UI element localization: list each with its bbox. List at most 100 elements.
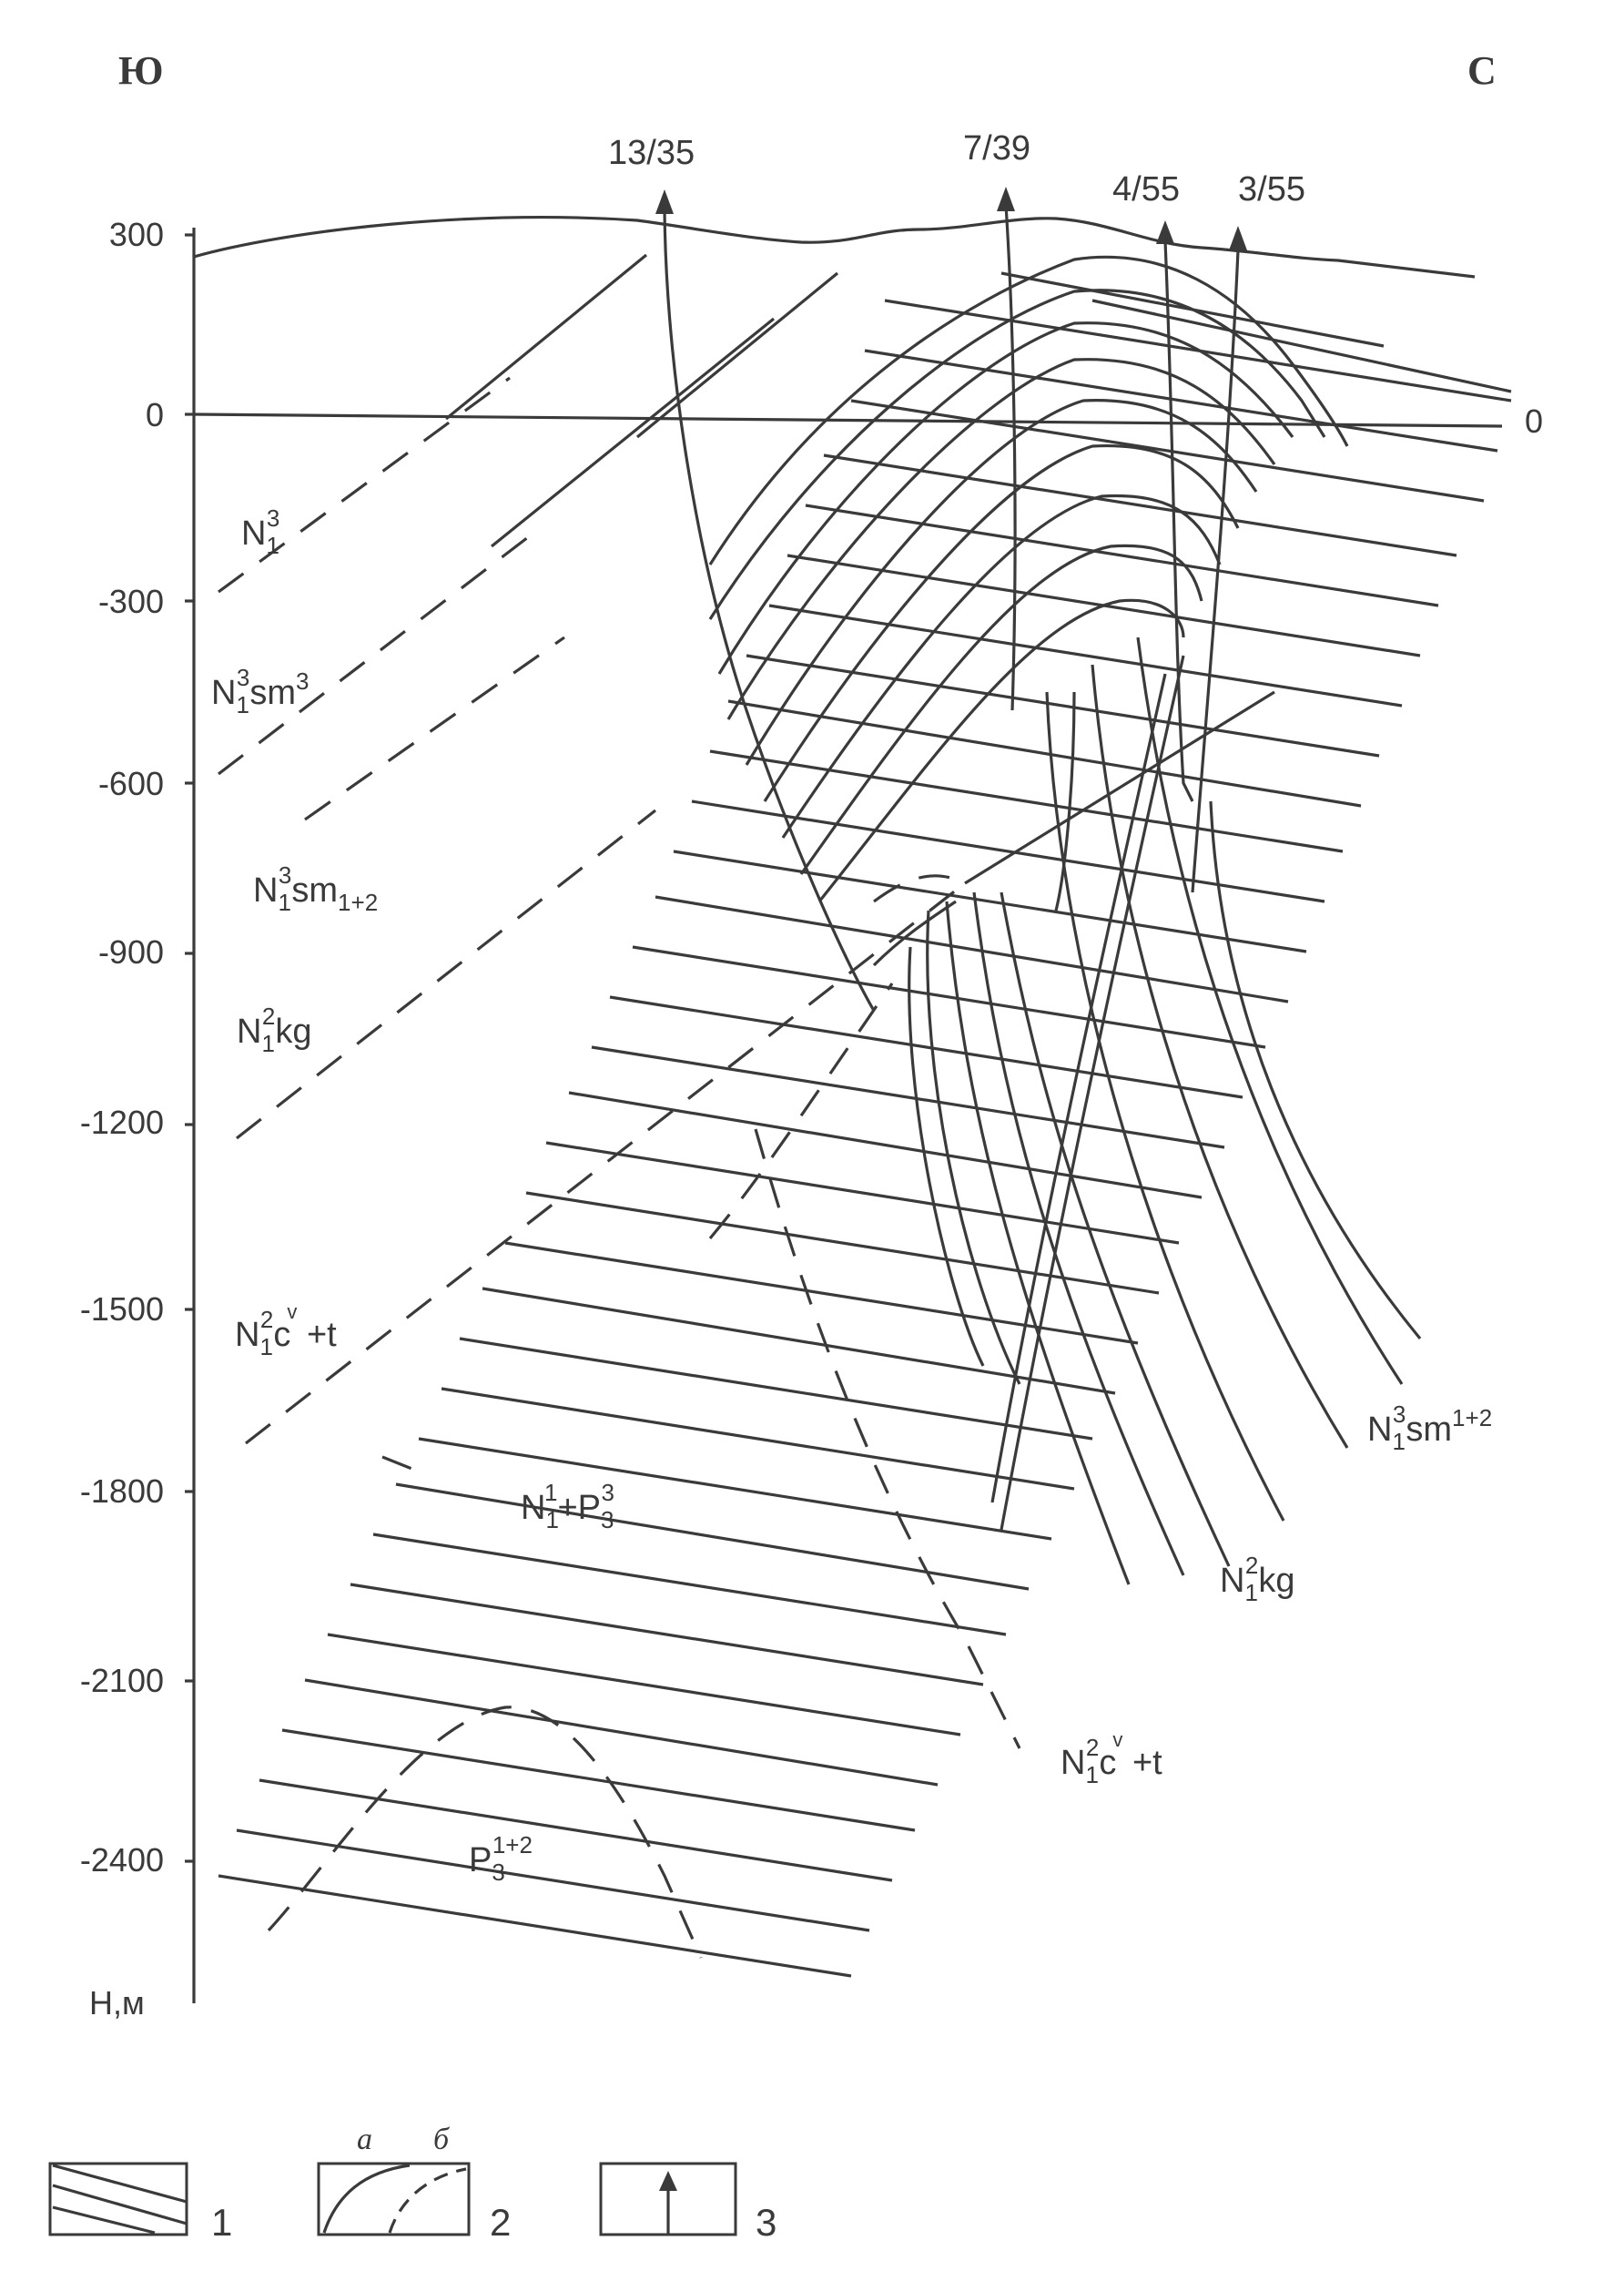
dashed-boundary (245, 881, 966, 1445)
fold-curve (726, 358, 1276, 720)
fold-curve (745, 399, 1258, 766)
depth-axis: 300 0 -300 -600 -900 -1200 -1500 -1800 -… (80, 216, 196, 2021)
stratum-line (823, 453, 1457, 557)
formation-label-n1-1-p3-3: N11+P33 (521, 1479, 614, 1533)
stratum-line (591, 1045, 1225, 1149)
fold-curve (799, 544, 1203, 875)
legend-number-3: 3 (756, 2201, 776, 2244)
fold-curve (781, 494, 1222, 839)
tick-label-minus-1800: -1800 (80, 1472, 164, 1510)
dashed-boundaries (218, 376, 1021, 1959)
fold-curves (708, 255, 1349, 902)
stratum-line (805, 504, 1439, 607)
stratum-line (850, 399, 1485, 503)
zero-line-right-label: 0 (1525, 402, 1543, 440)
stratum-line (304, 1678, 939, 1787)
well-7-39-label: 7/39 (963, 129, 1030, 168)
stratum-line (609, 995, 1243, 1099)
fault-curve (908, 946, 985, 1367)
stratum-line (459, 1337, 1093, 1441)
ground-surface-line (193, 216, 1476, 279)
formation-label-n1-2-cv-t: N12cv +t (235, 1300, 337, 1360)
formation-label-right-n1-3-sm12: N13sm1+2 (1367, 1400, 1492, 1455)
tick-label-minus-1500: -1500 (80, 1290, 164, 1328)
legend-item-1: 1 (48, 2162, 232, 2244)
formation-label-n1-3-sm12: N13sm1+2 (253, 861, 378, 916)
stratum-line (218, 1874, 852, 1978)
stratum-line (632, 945, 1266, 1049)
stratum-line (1091, 299, 1512, 393)
fault-curve (1000, 655, 1185, 1531)
fault-curve (1091, 664, 1349, 1449)
tick-label-minus-1200: -1200 (80, 1104, 164, 1141)
fold-curve (717, 321, 1294, 675)
formation-label-right-n1-2-kg: N12kg (1220, 1552, 1295, 1606)
stratum-line (727, 699, 1362, 808)
dashed-boundary (754, 1128, 1021, 1749)
stratum-line (864, 349, 1498, 453)
legend-number-1: 1 (211, 2201, 232, 2244)
tick-label-300: 300 (109, 216, 164, 253)
stratum-line (441, 1387, 1075, 1491)
well-4-55-label: 4/55 (1112, 170, 1180, 209)
stratum-line (482, 1287, 1116, 1395)
dashed-boundary (304, 636, 565, 821)
dashed-boundary (873, 874, 966, 903)
legend-number-2: 2 (490, 2201, 511, 2244)
fold-curve (763, 443, 1240, 802)
legend-box-2 (317, 2162, 471, 2236)
well-3-55-arrow-icon (1229, 226, 1247, 250)
solid-boundary (490, 317, 776, 548)
formation-labels-left: N13 N13sm3 N13sm1+2 N12kg N12cv +t N11+P… (211, 504, 614, 1886)
well-13-35-label: 13/35 (608, 134, 695, 172)
dashed-boundary (218, 535, 529, 776)
direction-north-label: С (1467, 48, 1497, 93)
stratum-line (525, 1191, 1160, 1295)
stratum-line (281, 1728, 916, 1832)
hatched-lines-icon (52, 2164, 188, 2235)
depth-unit-label: H,м (89, 1984, 145, 2021)
legend-box-1 (48, 2162, 188, 2236)
fault-curve (1045, 691, 1285, 1522)
fault-curve (1054, 691, 1076, 911)
formation-labels-right: N13sm1+2 N12kg N12cv +t (1061, 1400, 1492, 1788)
dashed-boundary (236, 809, 656, 1140)
direction-south-label: Ю (118, 48, 164, 93)
fold-curve (708, 255, 1349, 565)
legend-sub-a: а (357, 2123, 372, 2156)
dashed-boundary (708, 983, 894, 1240)
well-4-55-arrow-icon (1156, 220, 1174, 244)
tick-label-minus-300: -300 (98, 583, 164, 620)
solid-boundary (964, 690, 1275, 885)
well-7-39-trajectory (1004, 204, 1017, 711)
stratum-line (673, 850, 1307, 953)
well-markers: 13/35 7/39 4/55 3/55 (608, 129, 1305, 1012)
formation-label-p3-12: P31+2 (469, 1831, 533, 1886)
tick-label-0: 0 (146, 396, 164, 433)
tick-label-minus-2400: -2400 (80, 1841, 164, 1879)
solid-boundary (444, 253, 648, 421)
legend: 1 а б 2 3 (48, 2123, 776, 2244)
up-arrow-icon (659, 2171, 677, 2235)
well-13-35-trajectory (663, 199, 876, 1012)
stratum-line (691, 799, 1325, 903)
stratum-line (327, 1633, 961, 1736)
dashed-boundary (267, 1706, 703, 1959)
fault-curve (926, 910, 1021, 1385)
legend-item-2: а б 2 (317, 2123, 511, 2244)
well-3-55-trajectory (1191, 250, 1240, 893)
fault-curve (1136, 636, 1404, 1385)
fault-curve (1000, 891, 1231, 1567)
stratum-line (504, 1241, 1139, 1345)
well-7-39-arrow-icon (997, 187, 1015, 211)
fold-curve (708, 289, 1326, 620)
fault-curve (945, 901, 1131, 1585)
tick-label-minus-600: -600 (98, 765, 164, 802)
formation-label-n1-3: N13 (241, 504, 279, 559)
stratum-line (372, 1533, 1007, 1636)
well-13-35-arrow-icon (655, 189, 674, 214)
stratum-line (768, 604, 1403, 708)
formation-label-right-n1-2-cv-t: N12cv +t (1061, 1728, 1162, 1788)
stratum-line (746, 654, 1380, 758)
